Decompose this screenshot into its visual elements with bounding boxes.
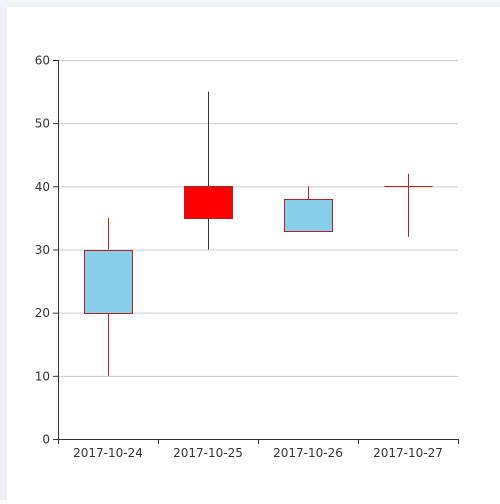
x-tick-label-2017-10-26: 2017-10-26 xyxy=(273,446,343,460)
y-tick-label-10: 10 xyxy=(35,369,50,383)
left-panel-strip xyxy=(0,0,7,500)
y-tick-label-50: 50 xyxy=(35,117,50,131)
y-tick-label-40: 40 xyxy=(35,180,50,194)
candle-body xyxy=(184,186,233,219)
y-tick-label-20: 20 xyxy=(35,306,50,320)
y-tick-label-0: 0 xyxy=(42,433,50,447)
top-panel-strip xyxy=(0,0,500,7)
y-tick-label-30: 30 xyxy=(35,243,50,257)
x-tick-label-2017-10-24: 2017-10-24 xyxy=(73,446,143,460)
candle-2017-10-24 xyxy=(84,217,133,376)
candle-body xyxy=(84,250,133,314)
axis-layer xyxy=(53,60,459,444)
x-tick-label-2017-10-27: 2017-10-27 xyxy=(373,446,443,460)
candle-2017-10-27 xyxy=(384,173,433,237)
x-tick-label-2017-10-25: 2017-10-25 xyxy=(173,446,243,460)
grid-layer xyxy=(58,60,458,377)
candle-body xyxy=(284,199,333,232)
candle-2017-10-26 xyxy=(284,186,333,232)
candle-layer xyxy=(84,91,433,376)
label-layer: 0 10 20 30 40 50 60 2017-10-24 2017-10-25 2017-10… xyxy=(35,54,443,461)
y-tick-label-60: 60 xyxy=(35,54,50,68)
candle-2017-10-25 xyxy=(184,91,233,250)
